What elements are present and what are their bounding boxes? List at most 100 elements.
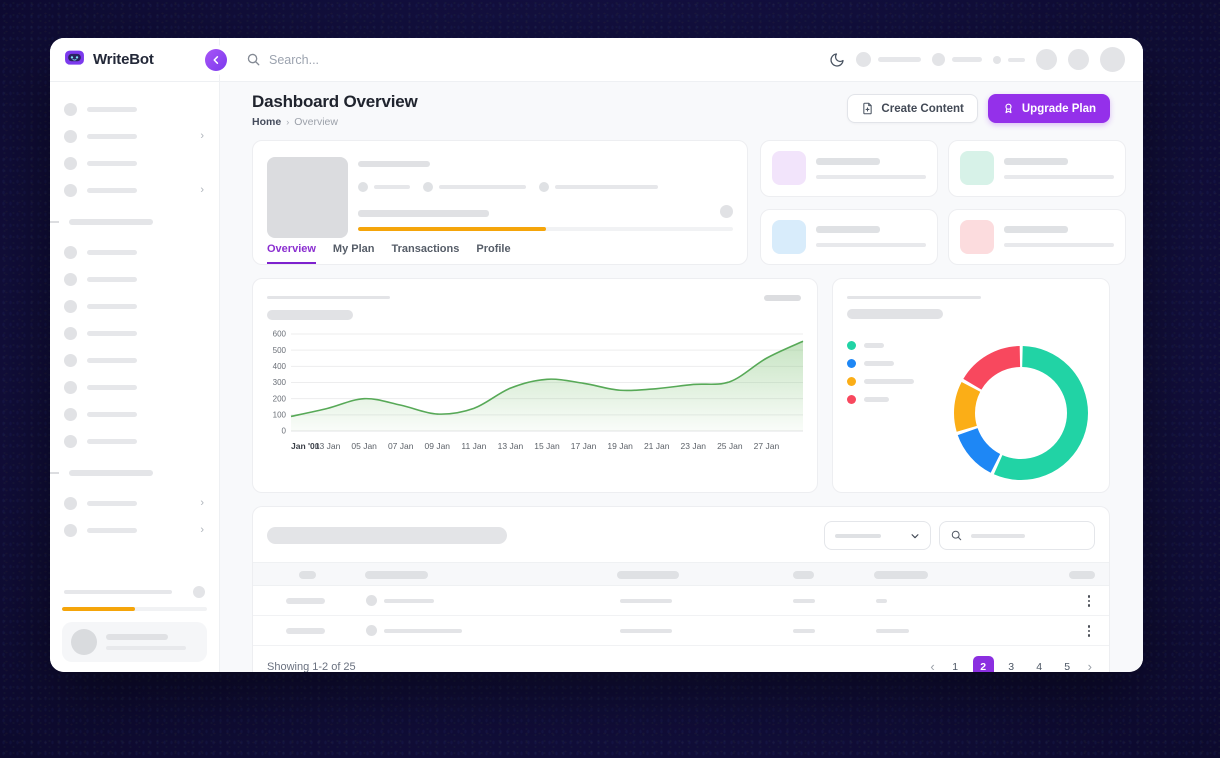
table-search-input[interactable] [939, 521, 1095, 550]
nav-skeleton-label [87, 501, 137, 506]
sidebar-item-expandable[interactable]: › [50, 123, 219, 150]
search-icon [247, 53, 260, 66]
writebot-logo-icon [64, 47, 85, 73]
topbar-right [829, 47, 1143, 72]
nav-skeleton-icon [64, 130, 77, 143]
profile-name-skeleton [358, 161, 430, 167]
sidebar-item[interactable] [50, 266, 219, 293]
user-avatar[interactable] [1100, 47, 1125, 72]
stat-icon [960, 219, 994, 254]
table-toolbar [253, 507, 1109, 562]
topbar-action-circle-2[interactable] [1068, 49, 1089, 70]
page-button[interactable]: 2 [972, 656, 994, 672]
chart-subtitle-skeleton [267, 310, 353, 320]
sidebar-user-card[interactable] [62, 622, 207, 662]
svg-text:03 Jan: 03 Jan [315, 441, 341, 451]
breadcrumb-separator: › [286, 117, 290, 127]
sidebar-item-expandable[interactable]: › [50, 517, 219, 544]
page-button[interactable]: 3 [1001, 656, 1022, 673]
sidebar-item[interactable] [50, 150, 219, 177]
sidebar-bottom [62, 586, 207, 662]
profile-tab[interactable]: Overview [267, 243, 316, 264]
sidebar-item[interactable] [50, 401, 219, 428]
page-button[interactable]: 4 [1029, 656, 1050, 673]
chevron-down-icon [911, 533, 919, 538]
sidebar-item[interactable] [50, 293, 219, 320]
row-actions-menu[interactable] [1081, 593, 1097, 609]
page-title: Dashboard Overview [252, 92, 418, 111]
table-filter-select[interactable] [824, 521, 931, 550]
row-actions-menu[interactable] [1081, 623, 1097, 639]
svg-text:600: 600 [273, 330, 287, 339]
profile-tab[interactable]: My Plan [332, 243, 375, 255]
showing-text: Showing 1-2 of 25 [267, 660, 356, 673]
sidebar-item[interactable] [50, 96, 219, 123]
search-input[interactable] [269, 52, 449, 67]
profile-tab[interactable]: Transactions [391, 243, 460, 255]
chart-filter-skeleton[interactable] [764, 295, 801, 301]
topbar-action-circle-1[interactable] [1036, 49, 1057, 70]
nav-skeleton-label [87, 385, 137, 390]
moon-icon [830, 52, 844, 67]
file-plus-icon [863, 102, 873, 115]
stat-label-skeleton [816, 174, 926, 179]
legend-item [847, 359, 1095, 368]
donut-chart-card [832, 278, 1110, 493]
pagination: ‹ 1 2 3 4 5 › [927, 656, 1095, 672]
svg-text:23 Jan: 23 Jan [681, 441, 707, 451]
profile-tabs: Overview My Plan Transactions Profile [267, 243, 511, 264]
page-button[interactable]: 1 [945, 656, 966, 673]
legend-item [847, 377, 1095, 386]
stat-icon [772, 219, 806, 254]
app-window: WriteBot › [50, 38, 1143, 672]
dark-mode-toggle[interactable] [829, 52, 845, 68]
profile-avatar-skeleton [267, 157, 348, 238]
sidebar-collapse-button[interactable] [205, 49, 227, 71]
donut-chart [954, 346, 1088, 480]
svg-text:400: 400 [273, 362, 287, 371]
profile-tab[interactable]: Profile [476, 243, 511, 255]
chevron-left-icon [213, 56, 219, 64]
sidebar-item-expandable[interactable]: › [50, 490, 219, 517]
topbar-skeleton-group-2 [932, 53, 982, 66]
usage-progress-track [62, 607, 207, 611]
sidebar-item[interactable] [50, 428, 219, 455]
table-row [253, 616, 1109, 646]
nav-skeleton-label [87, 331, 137, 336]
donut-legend [847, 341, 1095, 404]
next-page-button[interactable]: › [1085, 659, 1095, 672]
sidebar-item[interactable] [50, 374, 219, 401]
legend-dot [847, 395, 856, 404]
nav-skeleton-icon [64, 327, 77, 340]
sidebar-section-header [50, 462, 219, 484]
profile-summary-card: Overview My Plan Transactions Profile [252, 140, 748, 265]
nav-skeleton-label [87, 134, 137, 139]
sidebar-item[interactable] [50, 320, 219, 347]
sidebar-item[interactable] [50, 347, 219, 374]
stat-value-skeleton [816, 157, 880, 165]
upgrade-plan-button[interactable]: Upgrade Plan [987, 94, 1110, 123]
breadcrumb-current: Overview [294, 116, 338, 128]
page-button[interactable]: 5 [1057, 656, 1078, 673]
prev-page-button[interactable]: ‹ [927, 659, 937, 672]
legend-label-skeleton [864, 397, 889, 402]
create-content-button[interactable]: Create Content [847, 94, 978, 123]
sidebar-item[interactable] [50, 239, 219, 266]
nav-skeleton-icon [64, 381, 77, 394]
svg-text:21 Jan: 21 Jan [644, 441, 670, 451]
nav-skeleton-label [87, 188, 137, 193]
sidebar-item-expandable[interactable]: › [50, 177, 219, 204]
svg-text:17 Jan: 17 Jan [571, 441, 597, 451]
search-icon [951, 530, 962, 541]
nav-skeleton-icon [64, 157, 77, 170]
legend-dot [847, 359, 856, 368]
breadcrumb-home[interactable]: Home [252, 116, 282, 128]
global-search [246, 52, 449, 67]
table-card: Showing 1-2 of 25 ‹ 1 2 3 4 5 › [252, 506, 1110, 672]
profile-meta-skeleton [358, 182, 733, 192]
chevron-right-icon: › [200, 184, 204, 196]
sidebar: › › › › [50, 82, 220, 672]
svg-text:09 Jan: 09 Jan [425, 441, 451, 451]
stat-cards-grid [760, 140, 1126, 265]
